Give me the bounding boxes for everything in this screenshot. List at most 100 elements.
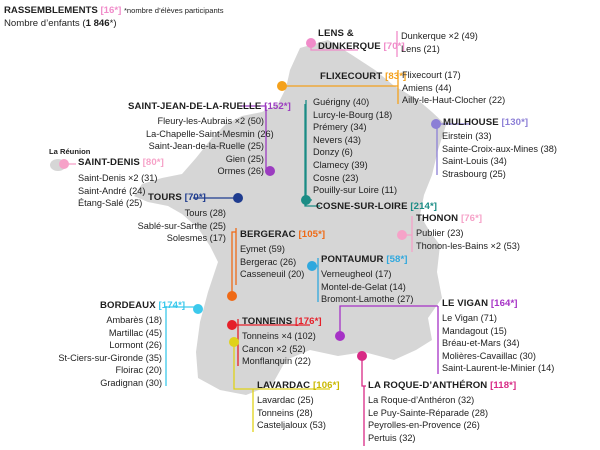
cluster-lens-list: Dunkerque ×2 (49) Lens (21) xyxy=(401,30,478,55)
cluster-cosne-count: [214*] xyxy=(410,201,438,212)
cluster-tonneins-name: TONNEINS xyxy=(242,316,293,327)
list-item: Ailly-le-Haut-Clocher (22) xyxy=(402,95,506,106)
connector-bergerac xyxy=(231,231,236,296)
legend-title-count: [16*] xyxy=(100,5,122,16)
connector-vigan xyxy=(339,305,438,336)
cluster-saintjean-count: [152*] xyxy=(264,101,291,112)
list-item: Prémery (34) xyxy=(313,122,367,133)
cluster-mulhouse-count: [130*] xyxy=(501,117,529,128)
list-item: Bromont-Lamothe (27) xyxy=(321,294,414,305)
cluster-saintjean-list: Fleury-les-Aubrais ×2 (50) La-Chapelle-S… xyxy=(146,115,274,178)
reunion-label: La Réunion xyxy=(49,147,91,156)
list-item: Dunkerque ×2 (49) xyxy=(401,31,478,41)
list-item: Verneugheol (17) xyxy=(321,269,392,279)
cluster-saintjean-name: SAINT-JEAN-DE-LA-RUELLE xyxy=(128,101,262,112)
cluster-thonon-list: Publier (23) Thonon-les-Bains ×2 (53) xyxy=(416,227,520,252)
connector-lavardac xyxy=(233,342,330,390)
list-item: Guérigny (40) xyxy=(313,97,370,107)
list-item: Eymet (59) xyxy=(240,244,285,254)
list-item: Lens (21) xyxy=(401,43,440,54)
legend: RASSEMBLEMENTS [16*] *nombre d’élèves pa… xyxy=(4,4,224,30)
cluster-lavardac-name: LAVARDAC xyxy=(257,380,311,391)
cluster-bergerac-list: Eymet (59) Bergerac (26) Casseneuil (20) xyxy=(240,243,304,281)
list-item: Strasbourg (25) xyxy=(442,168,506,179)
cluster-tours-title: TOURS [70*] xyxy=(148,192,206,205)
dot-roque xyxy=(357,351,367,361)
list-item: Martillac (45) xyxy=(108,327,162,338)
cluster-mulhouse-list: Eirstein (33) Sainte-Croix-aux-Mines (38… xyxy=(442,130,557,180)
dot-cosne xyxy=(301,195,311,205)
cluster-vigan-list: Le Vigan (71) Mandagout (15) Bréau-et-Ma… xyxy=(442,312,554,375)
cluster-saintdenis-name: SAINT-DENIS xyxy=(78,157,140,168)
dot-flixecourt xyxy=(277,81,287,91)
cluster-bergerac-name: BERGERAC xyxy=(240,229,296,240)
legend-note: *nombre d’élèves participants xyxy=(123,6,224,15)
list-item: La Roque-d’Anthéron (32) xyxy=(368,395,475,405)
list-item: Flixecourt (17) xyxy=(402,70,461,80)
cluster-pontaumur-count: [58*] xyxy=(386,254,408,265)
list-item: Saint-Jean-de-la-Ruelle (25) xyxy=(148,141,264,152)
list-item: Nevers (43) xyxy=(313,134,361,145)
cluster-cosne-title: COSNE-SUR-LOIRE [214*] xyxy=(316,201,437,214)
cluster-lavardac-list: Lavardac (25) Tonneins (28) Casteljaloux… xyxy=(257,394,326,432)
list-item: Donzy (6) xyxy=(313,147,353,158)
connector-roque xyxy=(361,356,366,387)
dot-mulhouse xyxy=(431,119,441,129)
cluster-roque-count: [118*] xyxy=(490,380,517,391)
list-item: Sainte-Croix-aux-Mines (38) xyxy=(442,143,557,154)
list-item: Clamecy (39) xyxy=(313,159,368,170)
dot-vigan xyxy=(335,331,345,341)
cluster-bordeaux-list: Ambarès (18) Martillac (45) Lormont (26)… xyxy=(40,314,162,390)
cluster-lavardac-count: [106*] xyxy=(312,380,340,391)
dot-tonneins xyxy=(227,320,237,330)
list-item: St-Ciers-sur-Gironde (35) xyxy=(58,352,162,363)
cluster-tonneins-list: Tonneins ×4 (102) Cancon ×2 (52) Monflan… xyxy=(242,330,316,368)
list-item: Fleury-les-Aubrais ×2 (50) xyxy=(157,116,264,126)
list-item: Molières-Cavaillac (30) xyxy=(442,350,536,361)
cluster-bergerac-count: [105*] xyxy=(298,229,326,240)
list-item: Montel-de-Gelat (14) xyxy=(321,281,406,292)
cluster-thonon-count: [76*] xyxy=(460,213,483,224)
cluster-tours-list: Tours (28) Sablé-sur-Sarthe (25) Solesme… xyxy=(120,207,226,245)
list-item: Le Puy-Sainte-Réparade (28) xyxy=(368,407,489,418)
list-item: Tonneins (28) xyxy=(257,407,313,418)
cluster-flixecourt-list: Flixecourt (17) Amiens (44) Ailly-le-Hau… xyxy=(402,69,505,107)
cluster-lens-name1: LENS & xyxy=(318,28,354,39)
list-item: Cosne (23) xyxy=(313,172,359,183)
cluster-bordeaux-name: BORDEAUX xyxy=(100,300,156,311)
list-item: Lavardac (25) xyxy=(257,395,314,405)
list-item: Pertuis (32) xyxy=(368,432,416,443)
cluster-vigan-name: LE VIGAN xyxy=(442,298,489,309)
list-item: Floirac (20) xyxy=(115,365,162,376)
cluster-pontaumur-name: PONTAUMUR xyxy=(321,254,384,265)
cluster-mulhouse-title: MULHOUSE [130*] xyxy=(443,117,528,130)
cluster-tours-name: TOURS xyxy=(148,192,182,203)
cluster-lens-title: LENS & DUNKERQUE [70*] xyxy=(318,28,405,53)
list-item: Sablé-sur-Sarthe (25) xyxy=(137,220,226,231)
dot-bergerac xyxy=(227,291,237,301)
list-item: Saint-Laurent-le-Minier (14) xyxy=(442,363,555,374)
cluster-tonneins-title: TONNEINS [176*] xyxy=(242,316,322,329)
cluster-saintdenis-title: SAINT-DENIS [80*] xyxy=(78,157,164,170)
cluster-lens-count: [70*] xyxy=(383,40,405,52)
cluster-tonneins-count: [176*] xyxy=(294,316,322,327)
legend-title: RASSEMBLEMENTS xyxy=(4,5,98,16)
list-item: La-Chapelle-Saint-Mesmin (26) xyxy=(146,128,274,139)
list-item: Monflanquin (22) xyxy=(242,356,311,367)
cluster-saintjean-title: SAINT-JEAN-DE-LA-RUELLE [152*] xyxy=(128,101,291,114)
list-item: Peyrolles-en-Provence (26) xyxy=(368,420,480,431)
list-item: Bergerac (26) xyxy=(240,256,297,267)
cluster-bordeaux-title: BORDEAUX [174*] xyxy=(100,300,185,313)
list-item: Lurcy-le-Bourg (18) xyxy=(313,109,393,120)
cluster-lavardac-title: LAVARDAC [106*] xyxy=(257,380,340,393)
dot-thonon xyxy=(397,230,407,240)
list-item: Casseneuil (20) xyxy=(240,269,305,280)
cluster-thonon-title: THONON [76*] xyxy=(416,213,482,226)
list-item: Cancon ×2 (52) xyxy=(242,343,306,354)
list-item: Bréau-et-Mars (34) xyxy=(442,338,520,349)
cluster-pontaumur-title: PONTAUMUR [58*] xyxy=(321,254,408,267)
list-item: Étang-Salé (25) xyxy=(78,198,143,209)
legend-line2: Nombre d’enfants ( xyxy=(4,18,86,29)
cluster-saintdenis-count: [80*] xyxy=(142,157,164,168)
cluster-cosne-name: COSNE-SUR-LOIRE xyxy=(316,201,408,212)
